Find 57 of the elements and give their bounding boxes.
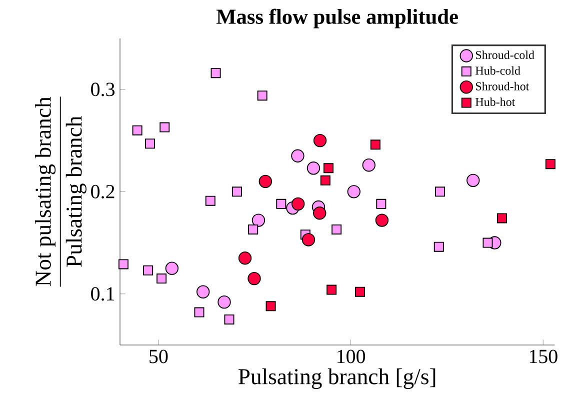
point — [347, 185, 360, 198]
point — [313, 134, 327, 148]
point — [156, 274, 167, 284]
point — [320, 175, 330, 186]
point — [196, 285, 210, 298]
point — [258, 174, 272, 188]
point — [248, 224, 258, 234]
y-tick-label: 0.3 — [91, 82, 115, 96]
y-axis-title: $\dfrac{\text{Not pulsating branch}}{\text{Pulsating branch}}$ — [34, 96, 86, 287]
point — [313, 206, 326, 220]
point — [306, 162, 320, 175]
point — [232, 186, 242, 197]
point — [434, 242, 444, 252]
point — [145, 138, 156, 149]
point — [194, 307, 204, 318]
y-tick-label: 0.1 — [91, 287, 114, 301]
x-tick-label: 150 — [530, 350, 558, 364]
point — [224, 314, 234, 324]
point — [218, 295, 231, 309]
legend-label: Hub-hot — [476, 98, 516, 106]
point — [482, 238, 493, 248]
chart-title: Mass flow pulse amplitude — [216, 8, 458, 28]
point — [205, 196, 216, 206]
legend-label: Shroud-cold — [476, 50, 534, 60]
point — [248, 272, 261, 286]
point — [326, 284, 337, 295]
point — [496, 213, 507, 224]
point — [375, 214, 389, 227]
point — [332, 224, 342, 234]
point — [302, 233, 316, 246]
point — [210, 68, 221, 78]
x-tick-label: 50 — [150, 350, 168, 364]
point — [266, 301, 276, 312]
x-tick-label: 100 — [338, 350, 366, 364]
point — [165, 262, 179, 275]
point — [292, 197, 305, 211]
point — [466, 174, 480, 188]
legend-label: Shroud-hot — [476, 82, 530, 90]
point — [143, 265, 154, 276]
point — [323, 163, 334, 174]
point — [376, 198, 386, 209]
point — [132, 125, 142, 136]
point — [355, 286, 366, 297]
point — [362, 158, 376, 172]
point — [160, 122, 170, 132]
point — [370, 140, 380, 150]
y-tick-label: 0.2 — [91, 184, 114, 198]
point — [118, 259, 128, 270]
point — [545, 159, 556, 170]
x-axis-title: Pulsating branch [g/s] — [238, 368, 436, 389]
point — [238, 252, 252, 265]
point — [257, 90, 268, 101]
point — [435, 186, 446, 197]
point — [291, 149, 304, 162]
point — [252, 214, 266, 227]
legend-label: Hub-cold — [476, 66, 520, 75]
point — [276, 198, 286, 209]
